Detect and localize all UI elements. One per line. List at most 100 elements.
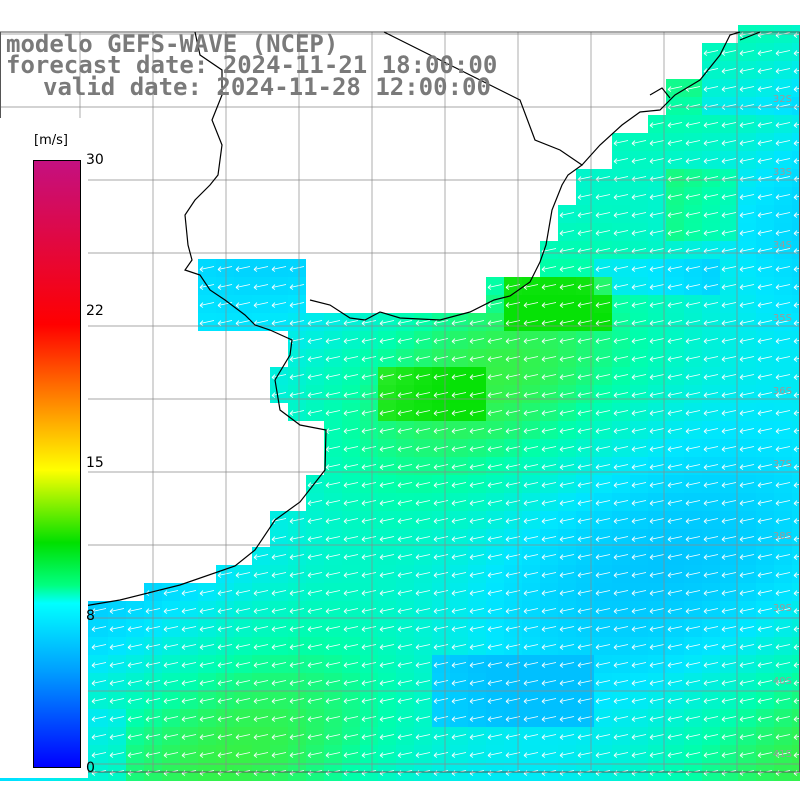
wind-arrow [541, 374, 557, 380]
wind-arrow [667, 86, 683, 92]
wind-arrow [379, 518, 395, 524]
wind-arrow [325, 716, 341, 722]
wind-arrow [433, 464, 449, 470]
wind-arrow [631, 626, 647, 632]
wind-arrow [793, 734, 800, 740]
wind-arrow [325, 662, 341, 668]
wind-arrow [343, 608, 359, 614]
colorbar-unit: [m/s] [34, 133, 68, 148]
wind-arrow [91, 734, 107, 740]
wind-arrow [775, 158, 791, 164]
wind-arrow [433, 536, 449, 542]
wind-arrow [325, 374, 341, 380]
wind-arrow [739, 266, 755, 272]
wind-arrow [487, 734, 503, 740]
wind-arrow [649, 140, 665, 146]
wind-arrow [469, 626, 485, 632]
wind-arrow [757, 338, 773, 344]
wind-arrow [613, 284, 629, 290]
wind-arrow [739, 554, 755, 560]
wind-arrow [397, 428, 413, 434]
wind-arrow [667, 302, 683, 308]
wind-arrow [667, 626, 683, 632]
wind-arrow [307, 536, 323, 542]
wind-arrow [757, 644, 773, 650]
wind-arrow [541, 266, 557, 272]
wind-arrow [595, 590, 611, 596]
wind-arrow [667, 554, 683, 560]
wind-arrow [433, 734, 449, 740]
wind-arrow [181, 608, 197, 614]
wind-arrow [541, 446, 557, 452]
wind-arrow [595, 626, 611, 632]
wind-arrow [181, 644, 197, 650]
wind-arrow [577, 284, 593, 290]
wind-arrow [721, 122, 737, 128]
wind-arrow [343, 554, 359, 560]
wind-arrow [307, 518, 323, 524]
wind-arrow [415, 644, 431, 650]
wind-arrow [415, 716, 431, 722]
wind-arrow [685, 518, 701, 524]
wind-arrow [271, 662, 287, 668]
wind-arrow [757, 536, 773, 542]
wind-arrow [775, 212, 791, 218]
wind-arrow [703, 536, 719, 542]
wind-arrow [793, 122, 800, 128]
wind-arrow [361, 500, 377, 506]
wind-arrow [793, 500, 800, 506]
lat-label-33s: 33S [772, 167, 792, 178]
wind-arrow [451, 752, 467, 758]
wind-arrow [685, 698, 701, 704]
wind-arrow [415, 536, 431, 542]
wind-arrow [343, 626, 359, 632]
wind-arrow [397, 518, 413, 524]
wind-arrow [721, 608, 737, 614]
wind-arrow [577, 716, 593, 722]
wind-arrow [631, 230, 647, 236]
wind-arrow [775, 608, 791, 614]
wind-arrow [649, 374, 665, 380]
wind-arrow [451, 356, 467, 362]
colorbar-tick-22: 22 [86, 303, 104, 319]
wind-arrow [649, 158, 665, 164]
wind-arrow [595, 662, 611, 668]
wind-arrow [109, 680, 125, 686]
wind-arrow [271, 302, 287, 308]
wind-arrow [649, 644, 665, 650]
wind-arrow [595, 320, 611, 326]
wind-arrow [595, 644, 611, 650]
wind-arrow [595, 608, 611, 614]
wind-arrow [91, 752, 107, 758]
wind-arrow [685, 428, 701, 434]
wind-arrow [325, 392, 341, 398]
wind-arrow [775, 428, 791, 434]
wind-arrow [181, 734, 197, 740]
wind-arrow [577, 680, 593, 686]
wind-arrow [667, 644, 683, 650]
wind-arrow [559, 662, 575, 668]
wind-arrow [595, 464, 611, 470]
wind-arrow [793, 86, 800, 92]
wind-arrow [127, 662, 143, 668]
wind-arrow [577, 356, 593, 362]
wind-arrow [199, 266, 215, 272]
wind-arrow [397, 698, 413, 704]
wind-arrow [685, 626, 701, 632]
colorbar-tick-0: 0 [86, 760, 95, 776]
wind-arrow [667, 752, 683, 758]
wind-arrow [487, 554, 503, 560]
wind-arrow [631, 212, 647, 218]
wind-arrow [289, 518, 305, 524]
wind-arrow [343, 320, 359, 326]
wind-arrow [685, 194, 701, 200]
wind-arrow [415, 698, 431, 704]
wind-arrow [631, 644, 647, 650]
wind-arrow [109, 734, 125, 740]
lat-label-39s: 39S [772, 603, 792, 614]
wind-arrow [307, 734, 323, 740]
wind-arrow [451, 464, 467, 470]
wind-arrow [397, 608, 413, 614]
wind-arrow [631, 734, 647, 740]
wind-arrow [217, 716, 233, 722]
